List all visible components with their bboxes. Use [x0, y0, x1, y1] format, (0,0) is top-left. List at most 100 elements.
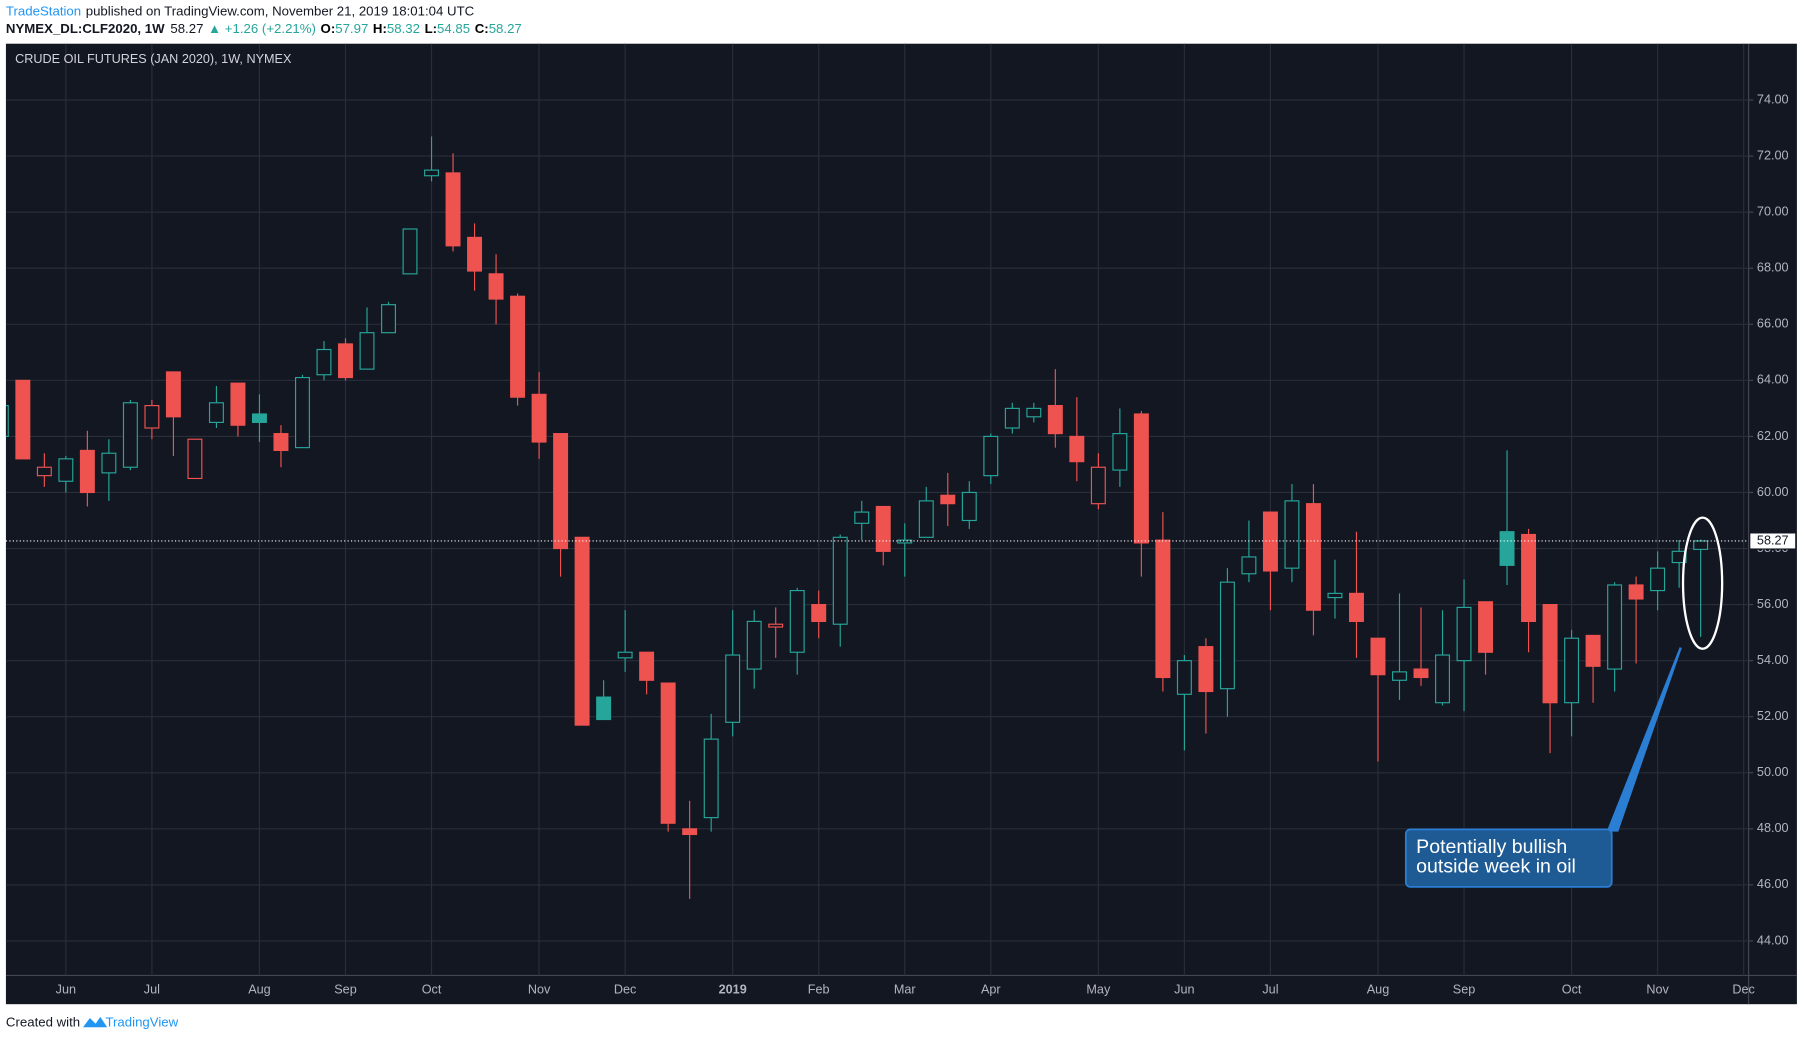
x-tick-label: Jun	[1174, 983, 1194, 997]
candle-body	[316, 348, 332, 376]
candle-body	[682, 828, 698, 836]
candle-body	[574, 536, 590, 726]
candle-body	[1521, 533, 1537, 622]
y-tick-label: 70.00	[1757, 205, 1789, 219]
candle-body	[424, 169, 440, 177]
candle-body	[58, 458, 74, 482]
callout-text: Potentially bullish	[1416, 836, 1567, 858]
candle-body	[359, 332, 375, 370]
candle-body	[1585, 634, 1601, 667]
last: 58.27	[170, 20, 203, 35]
callout-text: outside week in oil	[1416, 855, 1576, 877]
candle-body	[553, 433, 569, 550]
callout-pointer	[1606, 647, 1682, 832]
candle-body	[381, 304, 396, 334]
candle-body	[1348, 592, 1364, 622]
ohlc-key: H:	[373, 20, 387, 35]
candle-body	[617, 651, 633, 659]
x-tick-label: Apr	[981, 983, 1001, 997]
candle-body	[961, 491, 977, 522]
chart-title: CRUDE OIL FUTURES (JAN 2020), 1W, NYMEX	[15, 52, 292, 66]
ohlc-value: 57.97	[335, 20, 368, 35]
candle-body	[1155, 539, 1171, 679]
candle-body	[1047, 405, 1063, 435]
candle-body	[725, 654, 741, 723]
candle-body	[445, 172, 461, 247]
x-tick-label: Dec	[1732, 983, 1754, 997]
candle-body	[1607, 584, 1623, 670]
candle-body	[1413, 668, 1429, 679]
ohlc-key: L:	[425, 20, 437, 35]
x-tick-label: 2019	[719, 983, 747, 997]
candle-body	[1090, 466, 1106, 505]
candle-body	[1628, 584, 1644, 600]
candle-body	[1112, 433, 1128, 471]
last-price-label: 58.27	[1757, 533, 1789, 547]
candle-body	[165, 371, 181, 418]
candle-body	[1198, 646, 1214, 693]
candle-body	[897, 539, 913, 544]
candle-body	[875, 505, 891, 552]
candle-body	[1069, 435, 1085, 463]
x-tick-label: Oct	[1562, 983, 1582, 997]
x-tick-label: Aug	[1367, 983, 1390, 997]
candle-body	[338, 343, 353, 379]
candle-body	[531, 393, 547, 443]
y-tick-label: 46.00	[1757, 877, 1789, 891]
candle-body	[789, 590, 805, 653]
candle-body	[1284, 500, 1300, 569]
y-tick-label: 74.00	[1757, 92, 1789, 106]
candle-body	[1241, 556, 1257, 575]
x-tick-label: Mar	[894, 983, 916, 997]
candle-body	[208, 402, 224, 423]
candle-body	[746, 620, 762, 670]
ohlc-value: 54.85	[437, 20, 470, 35]
candle-body	[596, 696, 612, 721]
symbol: NYMEX_DL:CLF2020, 1W	[6, 20, 165, 35]
candle-body	[1327, 592, 1343, 599]
candle-body	[1499, 531, 1515, 566]
candle-body	[1004, 407, 1020, 429]
candle-body	[251, 413, 267, 423]
ohlc-value: 58.27	[489, 20, 522, 35]
candle-body	[122, 402, 138, 468]
candle-body	[1133, 413, 1149, 544]
x-tick-label: Jul	[144, 983, 160, 997]
candle-body	[1693, 540, 1709, 550]
x-tick-label: Nov	[1646, 983, 1669, 997]
y-tick-label: 50.00	[1757, 765, 1789, 779]
y-tick-label: 56.00	[1757, 597, 1789, 611]
candle-body	[983, 435, 999, 477]
candle-body	[1176, 660, 1192, 695]
ohlc-key: C:	[475, 20, 489, 35]
candle-body	[15, 379, 31, 460]
y-tick-label: 64.00	[1757, 373, 1789, 387]
last-price-box	[1749, 532, 1797, 550]
x-tick-label: Jun	[56, 983, 76, 997]
publisher: TradeStation	[6, 3, 81, 18]
y-tick-label: 60.00	[1757, 485, 1789, 499]
x-tick-label: Dec	[614, 983, 636, 997]
callout-box	[1404, 828, 1613, 888]
candle-body	[1305, 503, 1321, 611]
candle-body	[467, 236, 483, 272]
candle-body	[1650, 567, 1666, 592]
brand-logo	[83, 1016, 108, 1028]
candle-body	[402, 228, 418, 275]
candle-body	[1370, 637, 1386, 676]
candle-body	[1026, 407, 1042, 418]
candle-body	[36, 466, 52, 477]
symbol-line: NYMEX_DL:CLF2020, 1W 58.27 ▲ +1.26 (+2.21%…	[6, 20, 522, 35]
x-tick-label: Feb	[808, 983, 830, 997]
candle-body	[1478, 601, 1494, 653]
candle-body	[1262, 511, 1278, 572]
candle-body	[854, 511, 870, 524]
candle-body	[811, 604, 827, 622]
candle-body	[832, 536, 848, 625]
candle-body	[1671, 550, 1687, 564]
candle-body	[1564, 637, 1580, 704]
candle-body	[1392, 671, 1407, 681]
x-tick-label: Sep	[1453, 983, 1476, 997]
candle-body	[1435, 654, 1450, 704]
